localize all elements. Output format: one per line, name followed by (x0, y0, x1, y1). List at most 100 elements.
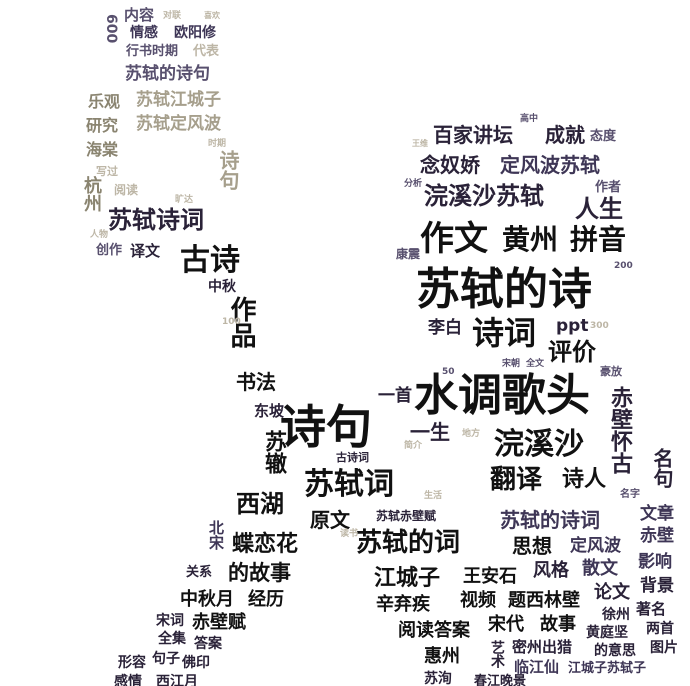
word: 600 (103, 14, 119, 44)
word: 苏轼定风波 (136, 114, 221, 134)
word: 古诗 (180, 243, 240, 278)
word: 论文 (594, 582, 630, 603)
word: 海棠 (86, 140, 119, 159)
word: 答案 (194, 636, 222, 652)
word: 赤壁赋 (192, 612, 246, 633)
word: 旷达 (175, 195, 194, 205)
word: 句子 (152, 651, 180, 667)
word: 100 (222, 317, 241, 327)
word: 的故事 (228, 561, 291, 585)
word: 高中 (520, 114, 539, 124)
word: 苏轼赤壁赋 (376, 509, 437, 523)
word: 惠州 (424, 646, 460, 667)
word: 王安石 (463, 566, 517, 587)
word: 一首 (378, 386, 412, 406)
word: 诗句 (216, 150, 240, 190)
word: 诗人 (562, 467, 607, 492)
word: 写过 (96, 165, 118, 178)
word: 北宋 (207, 520, 225, 550)
word: 中秋 (208, 279, 236, 295)
word: 300 (590, 321, 609, 331)
word: 欧阳修 (174, 25, 216, 41)
word: 情感 (130, 25, 158, 41)
word: 百家讲坛 (433, 123, 513, 147)
word: 蝶恋花 (232, 532, 299, 557)
word: 西江月 (156, 674, 198, 686)
word: 李白 (428, 318, 462, 338)
word: 苏轼的诗词 (500, 508, 600, 532)
word: 时期 (208, 139, 227, 149)
word: 古诗词 (336, 451, 369, 464)
word: 中秋月 (180, 589, 234, 610)
word: 研究 (86, 116, 119, 135)
word: 作者 (595, 180, 622, 195)
word: 王维 (412, 139, 428, 148)
word: 200 (614, 261, 633, 271)
word: 散文 (582, 558, 618, 579)
word: 水调歌头 (414, 370, 590, 421)
word: 江城子 (374, 566, 441, 591)
word: 原文 (310, 508, 350, 532)
word: 宋代 (488, 614, 524, 635)
word: 简介 (404, 441, 423, 451)
word: 故事 (540, 614, 576, 635)
word: 感情 (114, 674, 142, 686)
word: 阅读答案 (398, 620, 470, 641)
word: 人生 (575, 195, 623, 223)
word: 分析 (404, 179, 423, 189)
word: 临江仙 (514, 658, 560, 676)
word: 作品 (226, 296, 256, 348)
word: 代表 (193, 44, 220, 59)
word: 读书 (340, 529, 359, 539)
word: 文章 (640, 504, 674, 524)
word: 豪放 (600, 365, 622, 378)
word: 阅读 (114, 183, 139, 197)
word: 书法 (236, 370, 276, 394)
word: 艺术 (489, 640, 505, 668)
word: 成就 (545, 123, 585, 147)
word: 关系 (186, 565, 213, 580)
word: 佛印 (182, 655, 210, 671)
word: 人物 (90, 230, 109, 240)
word: 东坡 (254, 402, 285, 420)
word: 康震 (396, 247, 421, 261)
word: 内容 (124, 6, 155, 24)
word: 评价 (548, 338, 596, 366)
word: 宋朝 (502, 359, 521, 369)
word: 苏辙 (261, 430, 286, 474)
word: 一生 (410, 420, 450, 444)
word: 杭州 (81, 176, 102, 212)
word: 态度 (590, 129, 617, 144)
word: 定风波 (570, 536, 621, 556)
word: 苏轼词 (304, 467, 394, 502)
word: 翻译 (490, 465, 543, 495)
word: 春江晚景 (474, 674, 527, 686)
word: 西湖 (236, 490, 284, 518)
word: 喜欢 (204, 11, 220, 20)
word: 赤壁怀古 (607, 386, 632, 474)
word: 赤壁 (640, 526, 674, 546)
word: 作文 (420, 219, 488, 259)
word: 对联 (163, 11, 182, 21)
word: 全集 (158, 631, 186, 647)
word: 苏轼的诗句 (125, 64, 210, 84)
word: 诗句 (280, 400, 372, 454)
word: 50 (442, 367, 455, 377)
word: 思想 (512, 534, 552, 558)
word: 江城子苏轼子 (568, 661, 647, 676)
word: 苏轼江城子 (136, 90, 221, 110)
word: 宋词 (156, 613, 184, 629)
word: 图片 (650, 640, 678, 656)
word: 名句 (650, 448, 674, 488)
word: 定风波苏轼 (500, 153, 600, 177)
word: 背景 (640, 576, 674, 596)
word: 黄庭坚 (586, 625, 628, 641)
word: 风格 (533, 560, 569, 581)
word: 行书时期 (126, 44, 179, 59)
word: 两首 (646, 621, 674, 637)
word: 译文 (130, 242, 161, 260)
word: 苏洵 (424, 671, 452, 686)
word: 辛弃疾 (376, 594, 430, 615)
word: 形容 (118, 655, 146, 671)
word: 徐州 (602, 607, 630, 623)
